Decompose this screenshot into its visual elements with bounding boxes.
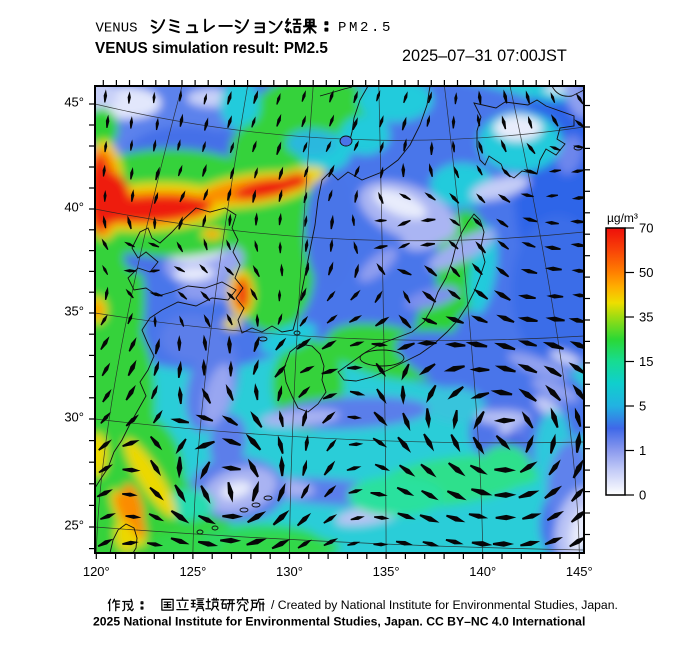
svg-text:VENUS: VENUS	[96, 21, 138, 37]
svg-text:30°: 30°	[64, 410, 84, 425]
svg-text:5: 5	[639, 399, 646, 414]
svg-text:125°: 125°	[179, 564, 206, 579]
svg-text:25°: 25°	[64, 518, 84, 533]
svg-text:35: 35	[639, 310, 653, 325]
svg-text:135°: 135°	[373, 564, 400, 579]
svg-text:0: 0	[639, 488, 646, 503]
svg-text:70: 70	[639, 221, 653, 236]
svg-text:1: 1	[639, 443, 646, 458]
svg-text:45°: 45°	[64, 95, 84, 110]
svg-text:µg/m³: µg/m³	[607, 211, 638, 225]
svg-text:2025 National Institute for En: 2025 National Institute for Environmenta…	[93, 615, 585, 629]
svg-text:/ Created by National Institut: / Created by National Institute for Envi…	[271, 598, 618, 612]
svg-text:40°: 40°	[64, 200, 84, 215]
svg-text:VENUS simulation result: PM2.5: VENUS simulation result: PM2.5	[95, 40, 328, 57]
svg-text:15: 15	[639, 354, 653, 369]
svg-text:120°: 120°	[83, 564, 110, 579]
svg-text:2025–07–31 07:00JST: 2025–07–31 07:00JST	[402, 47, 567, 65]
svg-text:130°: 130°	[276, 564, 303, 579]
svg-text:35°: 35°	[64, 304, 84, 319]
svg-text:140°: 140°	[469, 564, 496, 579]
svg-text:145°: 145°	[566, 564, 593, 579]
svg-text:PM2.5: PM2.5	[338, 20, 393, 36]
svg-text:50: 50	[639, 265, 653, 280]
